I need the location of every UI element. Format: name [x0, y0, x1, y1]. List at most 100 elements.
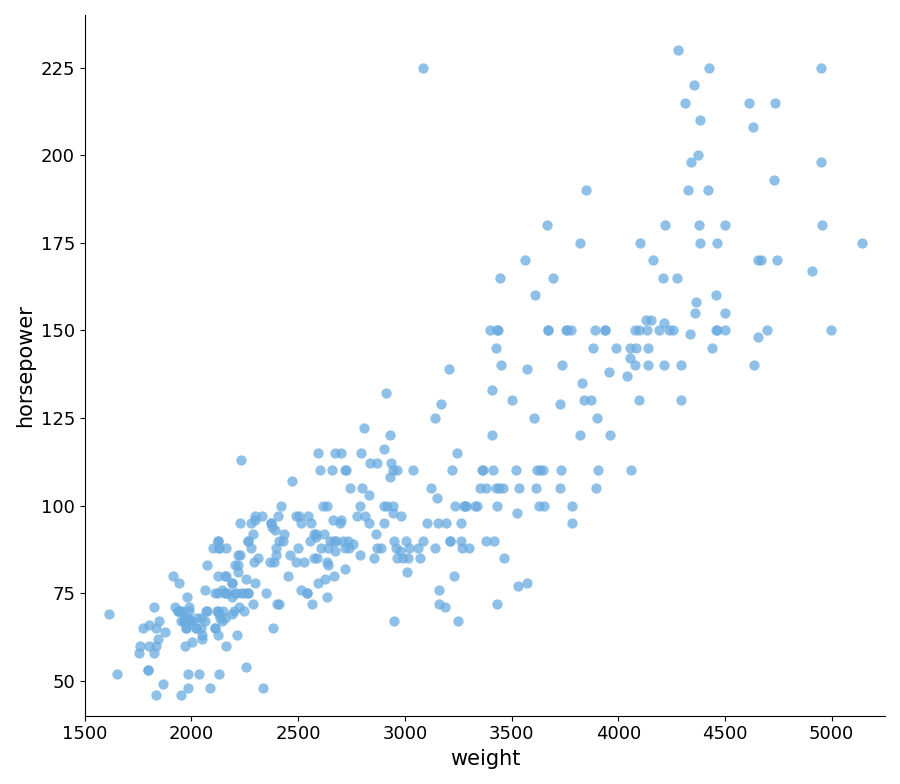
Point — [362, 488, 376, 501]
Point — [486, 464, 500, 477]
Point — [301, 510, 315, 522]
Point — [376, 443, 391, 456]
Point — [291, 541, 305, 554]
Point — [462, 541, 476, 554]
Point — [173, 604, 187, 617]
Point — [447, 499, 462, 512]
Point — [366, 552, 381, 564]
Point — [194, 622, 208, 634]
Point — [102, 608, 116, 620]
Point — [303, 534, 318, 546]
Point — [309, 531, 323, 543]
Point — [322, 534, 337, 546]
Point — [268, 541, 283, 554]
Point — [148, 640, 163, 652]
Point — [149, 622, 164, 634]
Point — [320, 590, 334, 603]
Point — [623, 342, 637, 354]
Point — [468, 499, 482, 512]
Point — [742, 96, 757, 109]
Point — [710, 324, 724, 336]
Point — [674, 394, 688, 407]
Point — [177, 640, 192, 652]
Point — [110, 667, 124, 680]
Point — [181, 681, 195, 694]
Point — [220, 586, 235, 599]
Point — [174, 688, 188, 701]
Point — [457, 499, 472, 512]
Point — [248, 510, 263, 522]
Point — [217, 569, 231, 582]
Point — [379, 387, 393, 400]
Point — [199, 604, 213, 617]
Point — [479, 481, 493, 494]
Point — [296, 555, 310, 568]
Point — [211, 534, 225, 546]
Point — [219, 541, 233, 554]
Point — [237, 604, 251, 617]
Point — [646, 254, 661, 267]
Point — [304, 517, 319, 529]
Point — [215, 583, 230, 596]
Point — [684, 156, 698, 169]
Point — [382, 471, 397, 484]
Point — [181, 667, 195, 680]
Point — [443, 534, 457, 546]
Point — [565, 517, 580, 529]
Point — [293, 583, 308, 596]
Point — [175, 604, 189, 617]
Point — [473, 481, 488, 494]
Point — [598, 324, 613, 336]
Point — [579, 184, 593, 197]
Point — [377, 517, 392, 529]
Point — [147, 646, 161, 659]
Point — [132, 646, 147, 659]
Point — [770, 254, 785, 267]
Point — [281, 569, 295, 582]
Point — [271, 534, 285, 546]
Point — [232, 548, 247, 561]
Point — [274, 499, 288, 512]
Point — [400, 552, 415, 564]
Point — [708, 289, 723, 302]
Point — [554, 464, 568, 477]
Point — [212, 569, 226, 582]
Point — [346, 538, 360, 550]
Point — [234, 454, 248, 466]
Point — [470, 499, 484, 512]
Point — [687, 79, 701, 92]
Point — [339, 464, 354, 477]
Point — [237, 586, 251, 599]
Point — [601, 366, 616, 379]
Point — [824, 324, 838, 336]
Point — [220, 569, 234, 582]
Point — [814, 219, 829, 231]
Point — [241, 586, 256, 599]
Point — [227, 604, 241, 617]
Point — [208, 622, 222, 634]
Point — [353, 499, 367, 512]
Point — [354, 447, 368, 459]
Point — [208, 622, 222, 634]
Point — [370, 541, 384, 554]
Point — [184, 636, 199, 648]
Point — [341, 534, 356, 546]
Point — [518, 254, 532, 267]
Point — [174, 615, 188, 627]
Point — [670, 271, 684, 284]
Point — [211, 534, 225, 546]
Point — [387, 615, 401, 627]
Point — [179, 622, 194, 634]
Point — [633, 237, 647, 249]
Point — [215, 615, 230, 627]
Point — [334, 514, 348, 526]
Point — [753, 254, 768, 267]
Point — [573, 237, 588, 249]
Point — [216, 604, 230, 617]
Point — [141, 619, 156, 631]
Point — [688, 307, 702, 319]
Point — [362, 517, 376, 529]
Point — [248, 514, 263, 526]
Point — [474, 464, 489, 477]
Point — [491, 481, 506, 494]
